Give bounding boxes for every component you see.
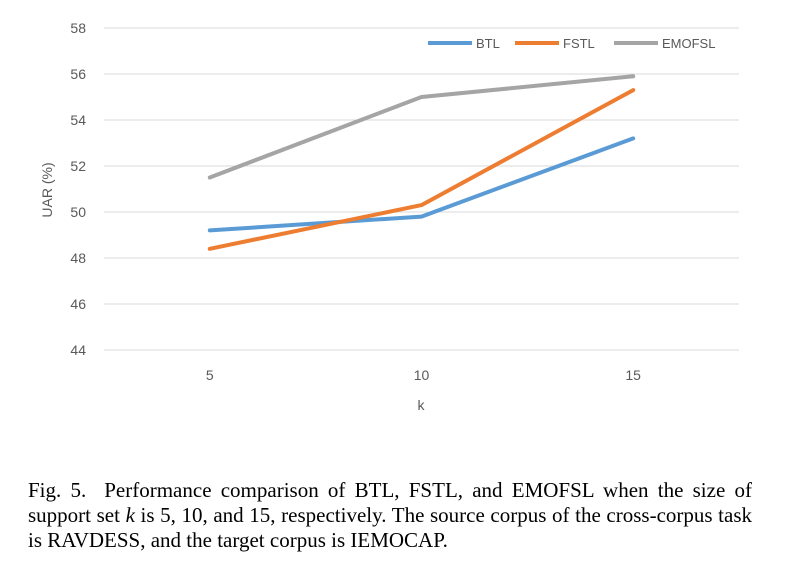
data-point-emofsl: [631, 74, 635, 78]
data-point-btl: [420, 215, 423, 219]
caption-k-symbol: k: [125, 503, 135, 527]
data-point-btl: [631, 136, 635, 140]
y-axis-ticks: 44 46 48 50 52 54 56 58: [70, 20, 86, 358]
y-tick-label: 46: [70, 296, 86, 312]
figure-caption: Fig. 5. Performance comparison of BTL, FS…: [28, 478, 752, 553]
x-tick-label: 5: [206, 367, 214, 383]
y-tick-label: 54: [70, 112, 86, 128]
x-tick-label: 15: [625, 367, 641, 383]
y-tick-label: 48: [70, 250, 86, 266]
legend-label-btl: BTL: [476, 36, 500, 51]
data-point-fstl: [208, 247, 212, 251]
legend: BTL FSTL EMOFSL: [428, 36, 715, 51]
y-axis-label: UAR (%): [39, 162, 55, 217]
caption-text-1: Performance comparison of BTL, FSTL, and…: [28, 478, 752, 527]
legend-label-fstl: FSTL: [563, 36, 595, 51]
x-axis-ticks: 5 10 15: [206, 367, 641, 383]
legend-label-emofsl: EMOFSL: [662, 36, 715, 51]
data-point-fstl: [631, 88, 635, 92]
data-point-emofsl: [420, 95, 423, 99]
y-tick-label: 58: [70, 20, 86, 36]
data-point-btl: [208, 228, 212, 232]
series-lines: [207, 74, 636, 251]
data-point-emofsl: [208, 176, 212, 179]
line-chart: 44 46 48 50 52 54 56 58 5 10 15 BTL FSTL EMOFSL UAR…: [39, 20, 739, 413]
y-tick-label: 52: [70, 158, 86, 174]
gridlines: [104, 27, 739, 351]
y-tick-label: 56: [70, 66, 86, 82]
x-tick-label: 10: [414, 367, 430, 383]
data-point-fstl: [420, 203, 423, 207]
x-axis-label: k: [418, 397, 426, 413]
y-tick-label: 50: [70, 204, 86, 220]
caption-text-2: is 5, 10, and 15, respectively. The sour…: [28, 503, 753, 552]
figure-label: Fig. 5.: [28, 478, 87, 502]
y-tick-label: 44: [70, 342, 86, 358]
